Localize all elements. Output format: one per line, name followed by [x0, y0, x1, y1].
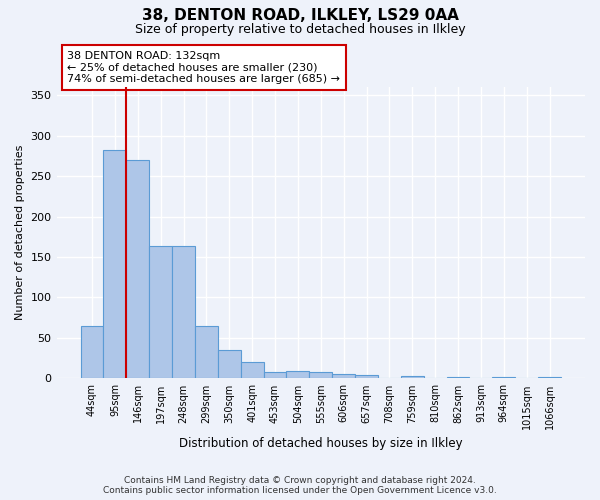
Bar — [332, 374, 355, 378]
Bar — [195, 326, 218, 378]
Text: Size of property relative to detached houses in Ilkley: Size of property relative to detached ho… — [134, 22, 466, 36]
Bar — [355, 375, 378, 378]
Text: Contains HM Land Registry data © Crown copyright and database right 2024.
Contai: Contains HM Land Registry data © Crown c… — [103, 476, 497, 495]
Bar — [446, 377, 469, 378]
Bar — [149, 246, 172, 378]
Bar — [401, 376, 424, 378]
Bar — [172, 246, 195, 378]
X-axis label: Distribution of detached houses by size in Ilkley: Distribution of detached houses by size … — [179, 437, 463, 450]
Bar — [241, 362, 263, 378]
Bar — [127, 160, 149, 378]
Bar — [310, 372, 332, 378]
Bar — [218, 350, 241, 378]
Text: 38 DENTON ROAD: 132sqm
← 25% of detached houses are smaller (230)
74% of semi-de: 38 DENTON ROAD: 132sqm ← 25% of detached… — [67, 51, 340, 84]
Bar — [286, 371, 310, 378]
Bar — [493, 377, 515, 378]
Text: 38, DENTON ROAD, ILKLEY, LS29 0AA: 38, DENTON ROAD, ILKLEY, LS29 0AA — [142, 8, 458, 22]
Y-axis label: Number of detached properties: Number of detached properties — [15, 145, 25, 320]
Bar — [103, 150, 127, 378]
Bar — [538, 377, 561, 378]
Bar — [263, 372, 286, 378]
Bar — [80, 326, 103, 378]
